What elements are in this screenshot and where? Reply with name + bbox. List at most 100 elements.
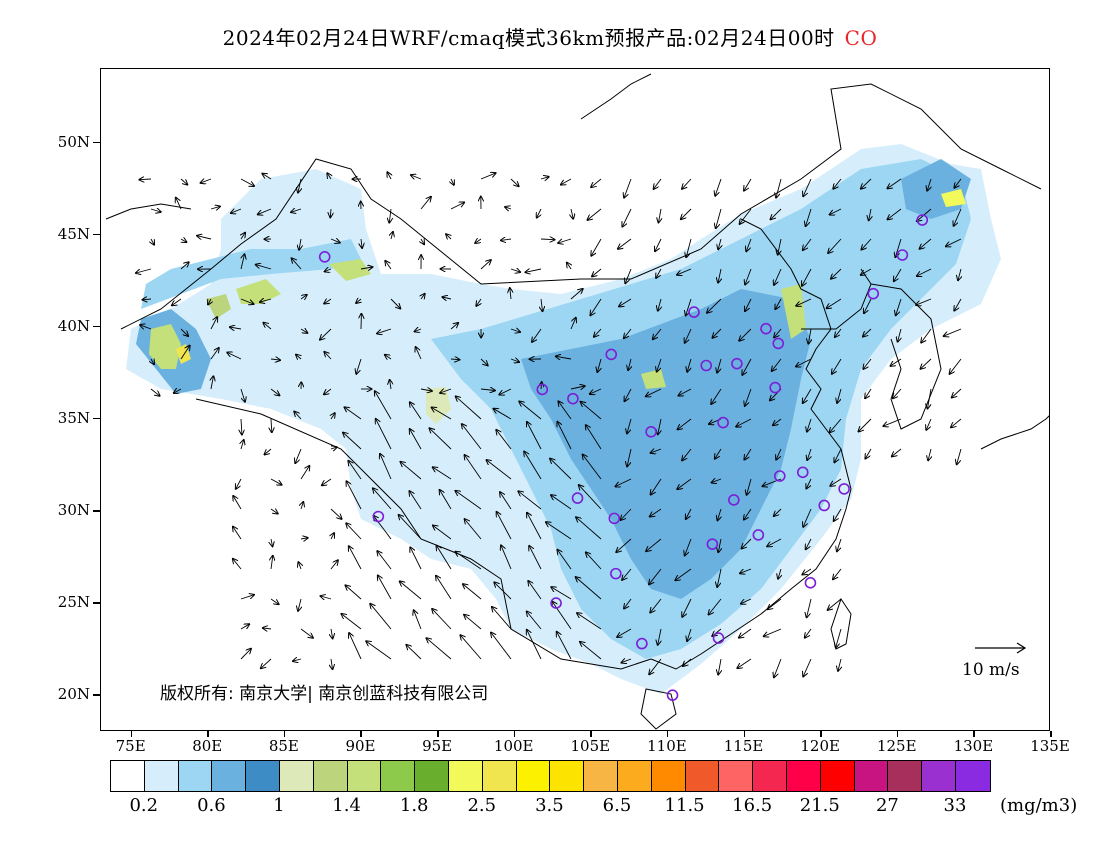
wind-arrow <box>808 328 811 344</box>
wind-arrow <box>827 298 842 308</box>
co-hotspot-4 <box>426 387 451 424</box>
wind-arrow <box>686 238 692 257</box>
wind-arrow <box>768 598 782 609</box>
wind-arrow <box>715 448 722 459</box>
wind-arrow <box>926 418 932 430</box>
wind-arrow <box>707 298 722 313</box>
legend-swatch <box>888 761 923 791</box>
wind-arrow <box>895 238 902 257</box>
wind-arrow <box>744 178 752 191</box>
wind-arrow <box>556 356 572 359</box>
wind-arrow <box>806 208 812 226</box>
wind-arrow <box>718 268 721 283</box>
station-marker <box>550 597 562 609</box>
wind-arrow <box>682 178 692 189</box>
lat-tick <box>93 141 100 144</box>
wind-arrow <box>746 238 752 251</box>
wind-arrow <box>348 461 362 480</box>
wind-arrow <box>677 268 692 275</box>
wind-arrow <box>401 462 422 480</box>
wind-arrow <box>920 238 932 249</box>
legend-swatch <box>820 761 855 791</box>
wind-arrow <box>771 208 782 219</box>
wind-arrow <box>832 358 842 374</box>
wind-arrow <box>550 459 572 480</box>
wind-arrow <box>270 478 282 485</box>
wind-arrow <box>739 628 752 638</box>
wind-arrow <box>576 517 602 540</box>
lon-tick <box>666 731 669 737</box>
wind-arrow <box>387 172 391 180</box>
wind-arrow <box>460 635 482 660</box>
co-field-high <box>521 289 811 599</box>
wind-arrow <box>432 609 452 630</box>
wind-arrow <box>583 455 602 480</box>
wind-arrow <box>540 177 549 179</box>
wind-arrow <box>586 425 602 450</box>
wind-arrow <box>465 455 482 480</box>
legend-label: 21.5 <box>799 795 840 816</box>
wind-arrow <box>590 388 602 394</box>
wind-arrow <box>440 389 452 393</box>
lat-tick <box>93 602 100 604</box>
lon-tick <box>130 731 133 737</box>
wind-arrow <box>510 329 520 332</box>
legend-swatch <box>719 761 754 791</box>
lon-tick-label: 90E <box>345 737 376 755</box>
wind-arrow <box>586 552 602 570</box>
wind-arrow <box>657 358 662 372</box>
lon-tick-label: 80E <box>192 737 223 755</box>
legend-swatch <box>246 761 280 791</box>
lon-tick <box>437 731 439 737</box>
co-hotspot-3 <box>329 259 371 281</box>
wind-arrow <box>356 358 362 374</box>
wind-arrow <box>656 268 662 278</box>
wind-arrow <box>410 402 422 420</box>
copyright-text: 版权所有: 南京大学| 南京创蓝科技有限公司 <box>160 684 489 704</box>
wind-arrow <box>345 407 362 420</box>
wind-vectors <box>136 172 961 677</box>
wind-arrow <box>653 328 662 339</box>
legend-swatch <box>651 761 686 791</box>
station-marker <box>752 529 765 541</box>
wind-arrow <box>300 628 313 638</box>
wind-arrow <box>227 353 242 360</box>
wind-arrow <box>830 208 842 215</box>
wind-arrow <box>346 523 362 540</box>
wind-arrow <box>859 418 872 432</box>
wind-arrow <box>176 198 182 210</box>
lon-tick <box>1050 731 1052 737</box>
wind-arrow <box>594 328 602 337</box>
wind-arrow <box>864 298 872 313</box>
legend-swatch <box>922 761 956 791</box>
wind-arrow <box>450 359 459 360</box>
lon-tick <box>207 731 209 737</box>
wind-arrow <box>494 409 512 420</box>
wind-arrow <box>528 581 542 600</box>
station-marker <box>769 381 781 394</box>
wind-arrow <box>421 294 425 299</box>
wind-arrow <box>529 546 542 570</box>
wind-arrow <box>557 422 572 450</box>
wind-arrow <box>654 178 662 189</box>
legend-swatch <box>685 761 720 791</box>
lon-tick <box>973 731 975 737</box>
wind-arrow <box>658 628 661 645</box>
lon-tick <box>820 731 822 737</box>
wind-arrow <box>390 380 391 390</box>
station-marker <box>666 689 679 701</box>
wind-arrow <box>774 658 782 677</box>
wind-arrow <box>143 299 152 300</box>
wind-arrow <box>240 388 245 402</box>
russia-coast <box>580 73 652 120</box>
wind-arrow <box>510 359 519 362</box>
wind-arrow <box>861 178 872 189</box>
wind-arrow <box>240 178 254 186</box>
legend-swatch <box>415 761 449 791</box>
wind-arrow <box>370 604 392 630</box>
legend-swatch <box>279 761 314 791</box>
wind-arrow <box>327 173 331 180</box>
wind-arrow <box>659 208 662 222</box>
wind-arrow <box>805 628 812 638</box>
wind-arrow <box>928 388 932 409</box>
